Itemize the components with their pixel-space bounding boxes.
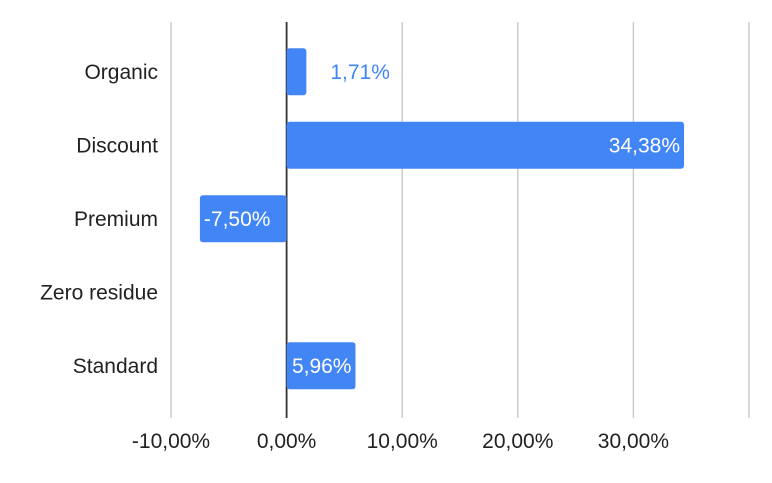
x-tick-label: -10,00%	[132, 430, 210, 453]
category-label: Discount	[76, 134, 158, 157]
bar	[199, 195, 287, 243]
data-label: 5,96%	[292, 355, 352, 378]
bar	[286, 48, 307, 96]
bars	[199, 48, 685, 390]
x-tick-label: 10,00%	[367, 430, 438, 453]
data-label: 34,38%	[609, 134, 680, 157]
bar	[286, 342, 356, 390]
data-label: 1,71%	[330, 61, 390, 84]
x-tick-label: 30,00%	[598, 430, 669, 453]
category-label: Organic	[84, 61, 158, 84]
category-label: Standard	[73, 355, 158, 378]
data-label: -7,50%	[204, 208, 271, 231]
category-label: Premium	[74, 208, 158, 231]
category-label: Zero residue	[40, 281, 158, 304]
category-labels: Organic Discount Premium Zero residue Standa…	[40, 61, 158, 378]
bar	[286, 121, 685, 169]
data-labels: 1,71% 34,38% -7,50% 5,96%	[204, 61, 680, 378]
x-tick-labels: -10,00% 0,00% 10,00% 20,00% 30,00%	[132, 430, 669, 453]
x-tick-label: 20,00%	[482, 430, 553, 453]
x-tick-label: 0,00%	[257, 430, 317, 453]
